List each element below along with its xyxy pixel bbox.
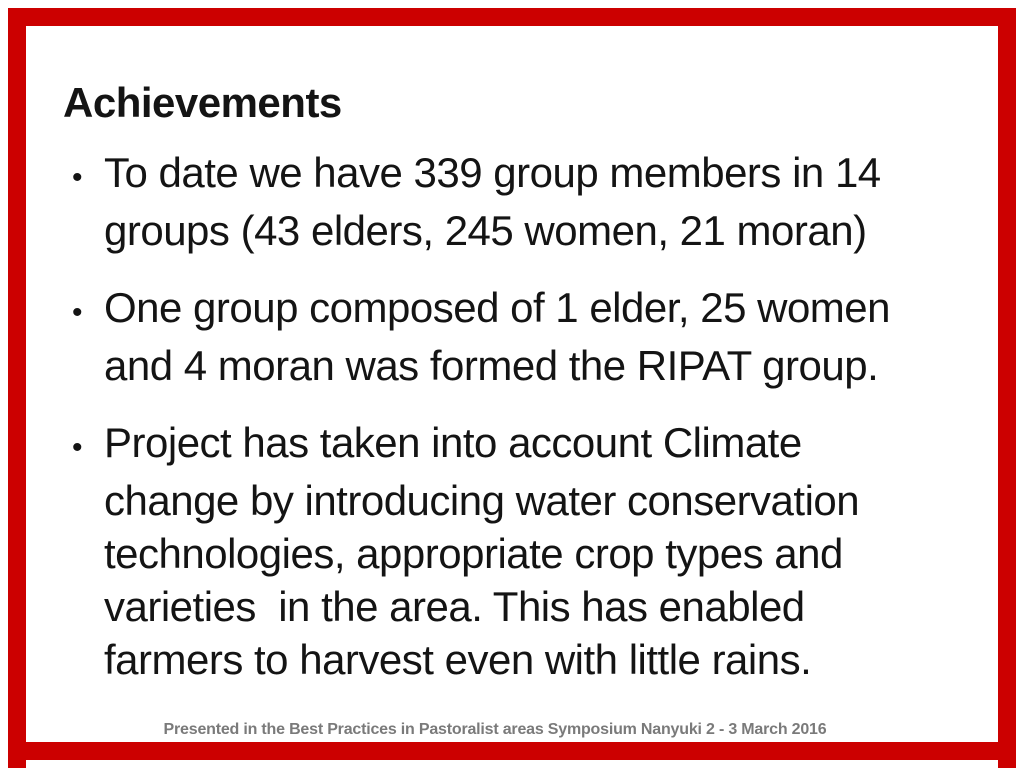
bullet-line: • One group composed of 1 elder, 25 women	[72, 281, 984, 339]
bullet-dot-icon: •	[72, 296, 83, 329]
bullet-line: varieties in the area. This has enabled	[104, 583, 805, 630]
bullet-line: and 4 moran was formed the RIPAT group.	[104, 342, 879, 389]
slide-title: Achievements	[63, 79, 342, 126]
bullet-dot-icon: •	[72, 161, 83, 194]
bullet-line: technologies, appropriate crop types and	[104, 530, 843, 577]
list-item: • To date we have 339 group members in 14…	[72, 146, 984, 257]
bullet-line: farmers to harvest even with little rain…	[104, 636, 812, 683]
bullet-line: • To date we have 339 group members in 14	[72, 146, 984, 204]
slide-border-left	[8, 8, 26, 768]
list-item: • One group composed of 1 elder, 25 women…	[72, 281, 984, 392]
bullet-text: Project has taken into account Climate	[104, 419, 802, 466]
bullet-dot-icon: •	[72, 431, 83, 464]
slide-border-top	[8, 8, 1016, 26]
slide-border-right	[998, 8, 1016, 768]
slide-border-bottom	[8, 742, 1016, 760]
slide-footer-credit: Presented in the Best Practices in Pasto…	[163, 721, 827, 738]
bullet-text: To date we have 339 group members in 14	[104, 149, 881, 196]
bullet-line: • Project has taken into account Climate	[72, 416, 984, 474]
bullet-line: change by introducing water conservation	[104, 477, 860, 524]
list-item: • Project has taken into account Climate …	[72, 416, 984, 686]
bullet-line: groups (43 elders, 245 women, 21 moran)	[104, 207, 867, 254]
bullet-list: • To date we have 339 group members in 14…	[72, 146, 984, 710]
bullet-text: One group composed of 1 elder, 25 women	[104, 284, 891, 331]
